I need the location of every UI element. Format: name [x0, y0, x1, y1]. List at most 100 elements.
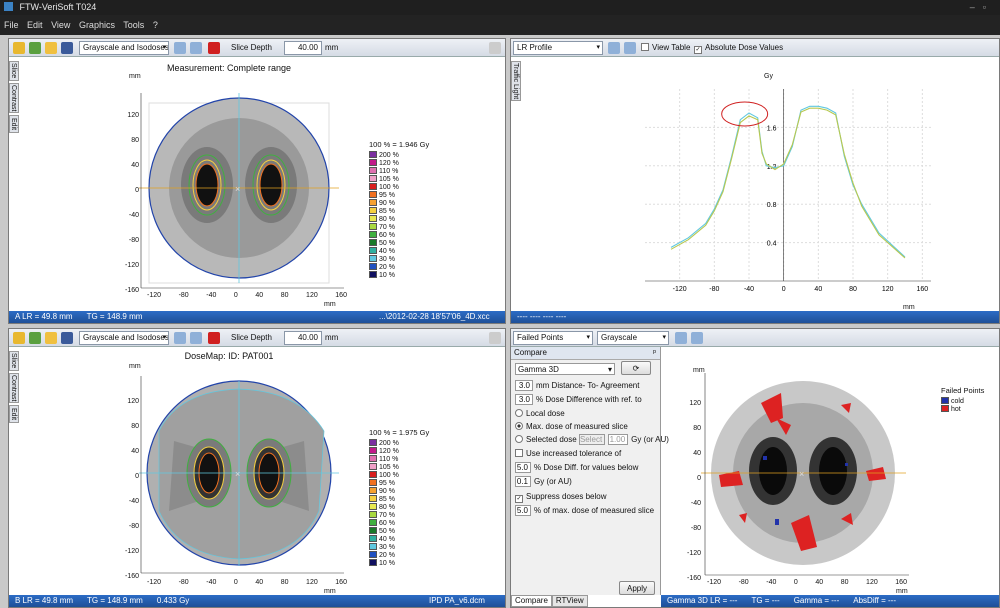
- slice-depth-unit: mm: [325, 43, 339, 52]
- dta-input[interactable]: 3.0: [515, 380, 533, 391]
- legend-item: 85 %: [369, 207, 429, 215]
- tab-rtview[interactable]: RTView: [551, 595, 588, 607]
- legend-swatch: [369, 503, 377, 510]
- profile-icon[interactable]: [190, 42, 202, 54]
- legend-label: 10 %: [379, 272, 395, 279]
- absolute-dose-checkbox[interactable]: ✓ Absolute Dose Values: [694, 43, 784, 54]
- dose-diff-input[interactable]: 3.0: [515, 394, 533, 405]
- x-axis-ticks: -120 -80 -40 0 40 80 120 160: [707, 579, 907, 586]
- apply-button[interactable]: Apply: [619, 581, 655, 595]
- suppress-checkbox[interactable]: ✓ Suppress doses below: [515, 492, 607, 503]
- window-title-bar: FTW-VeriSoft T024 –▫: [0, 0, 1000, 15]
- menu-tools[interactable]: Tools: [123, 20, 145, 30]
- color-icon[interactable]: [208, 332, 220, 344]
- expand-icon[interactable]: [489, 332, 501, 344]
- display-select[interactable]: Grayscale ▾: [597, 331, 669, 345]
- side-tab-contrast[interactable]: Contrast: [9, 373, 19, 403]
- legend-swatch: [369, 559, 377, 566]
- legend-item: 105 %: [369, 175, 429, 183]
- display-mode-select[interactable]: Grayscale and Isodoses ▾: [79, 331, 169, 345]
- legend-item: 100 %: [369, 471, 429, 479]
- slice-depth-input[interactable]: 40.00: [284, 41, 322, 55]
- select-button[interactable]: Select: [578, 434, 606, 445]
- zoom-icon[interactable]: [174, 332, 186, 344]
- legend-item: 40 %: [369, 247, 429, 255]
- zoom-icon[interactable]: [675, 332, 687, 344]
- menu-view[interactable]: View: [51, 20, 71, 30]
- import-icon[interactable]: [29, 332, 41, 344]
- side-tab-edit[interactable]: Edit: [9, 115, 19, 133]
- local-dose-radio[interactable]: Local dose: [515, 408, 565, 420]
- measurement-dose-map[interactable]: ×: [119, 73, 349, 313]
- svg-text:×: ×: [235, 469, 240, 479]
- tolerance-gy-row: 0.1 Gy (or AU): [515, 476, 572, 487]
- run-compare-button[interactable]: ⟳: [621, 361, 651, 375]
- legend-item: 60 %: [369, 519, 429, 527]
- tab-compare[interactable]: Compare: [511, 595, 552, 607]
- selected-dose-input[interactable]: 1.00: [608, 434, 629, 445]
- max-dose-radio[interactable]: Max. dose of measured slice: [515, 421, 628, 433]
- open-folder-icon[interactable]: [13, 42, 25, 54]
- side-tab-slice[interactable]: Slice: [9, 61, 19, 81]
- side-tab-contrast[interactable]: Contrast: [9, 83, 19, 113]
- zoom-icon[interactable]: [608, 42, 620, 54]
- status-bar: Gamma 3D LR = --- TG = --- Gamma = --- AbsD…: [661, 595, 999, 607]
- import-icon[interactable]: [29, 42, 41, 54]
- legend-label: 95 %: [379, 192, 395, 199]
- filter-select[interactable]: Failed Points ▾: [513, 331, 593, 345]
- expand-icon[interactable]: [489, 42, 501, 54]
- legend-item: 70 %: [369, 511, 429, 519]
- gamma-failed-points-map[interactable]: ×: [691, 363, 911, 593]
- menu-graphics[interactable]: Graphics: [78, 20, 115, 30]
- legend-label: 30 %: [379, 256, 395, 263]
- selected-dose-radio[interactable]: Selected dose Select 1.00 Gy (or AU): [515, 434, 669, 446]
- legend-swatch: [369, 207, 377, 214]
- increased-tolerance-checkbox[interactable]: Use increased tolerance of: [515, 448, 621, 460]
- side-tab-slice[interactable]: Slice: [9, 351, 19, 371]
- legend-item: 20 %: [369, 263, 429, 271]
- zoom-icon[interactable]: [174, 42, 186, 54]
- folder-icon[interactable]: [45, 332, 57, 344]
- menu-help[interactable]: ?: [152, 20, 158, 30]
- folder-icon[interactable]: [45, 42, 57, 54]
- view-table-checkbox[interactable]: View Table: [641, 42, 690, 54]
- legend-label: 60 %: [379, 520, 395, 527]
- legend-label: 90 %: [379, 488, 395, 495]
- reference-dose-map[interactable]: ×: [119, 361, 349, 596]
- legend-item: 120 %: [369, 159, 429, 167]
- y-tick-label: 1.6: [767, 125, 777, 132]
- legend-swatch: [369, 439, 377, 446]
- legend-swatch: [369, 231, 377, 238]
- open-folder-icon[interactable]: [13, 332, 25, 344]
- menu-file[interactable]: File: [4, 20, 19, 30]
- profile-icon[interactable]: [190, 332, 202, 344]
- legend-label: 85 %: [379, 208, 395, 215]
- tolerance-input[interactable]: 5.0: [515, 462, 531, 473]
- save-icon[interactable]: [61, 42, 73, 54]
- compare-tabs: Compare RTView: [511, 595, 588, 607]
- profile-icon[interactable]: [691, 332, 703, 344]
- profile-icon[interactable]: [624, 42, 636, 54]
- status-bar: ---- ---- ---- ----: [511, 311, 999, 323]
- method-select[interactable]: Gamma 3D ▾: [515, 363, 615, 375]
- legend-swatch: [369, 223, 377, 230]
- window-controls[interactable]: –▫: [969, 2, 994, 12]
- legend-label: 110 %: [379, 168, 399, 175]
- slice-depth-input[interactable]: 40.00: [284, 331, 322, 345]
- legend-label: 70 %: [379, 512, 395, 519]
- legend-item: 50 %: [369, 527, 429, 535]
- dose-diff-row: 3.0% Dose Difference with ref. to: [515, 394, 642, 406]
- legend-swatch: [369, 159, 377, 166]
- tolerance-gy-input[interactable]: 0.1: [515, 476, 531, 487]
- save-icon[interactable]: [61, 332, 73, 344]
- dosemap-toolbar: Grayscale and Isodoses ▾ Slice Depth 40.0…: [9, 329, 505, 347]
- profile-select[interactable]: LR Profile ▾: [513, 41, 603, 55]
- menu-edit[interactable]: Edit: [27, 20, 43, 30]
- display-mode-select[interactable]: Grayscale and Isodoses ▾: [79, 41, 169, 55]
- side-tab-traffic-light[interactable]: Traffic Light: [511, 61, 521, 101]
- side-tab-edit[interactable]: Edit: [9, 405, 19, 423]
- color-icon[interactable]: [208, 42, 220, 54]
- legend-label: 105 %: [379, 176, 399, 183]
- suppress-input[interactable]: 5.0: [515, 505, 531, 516]
